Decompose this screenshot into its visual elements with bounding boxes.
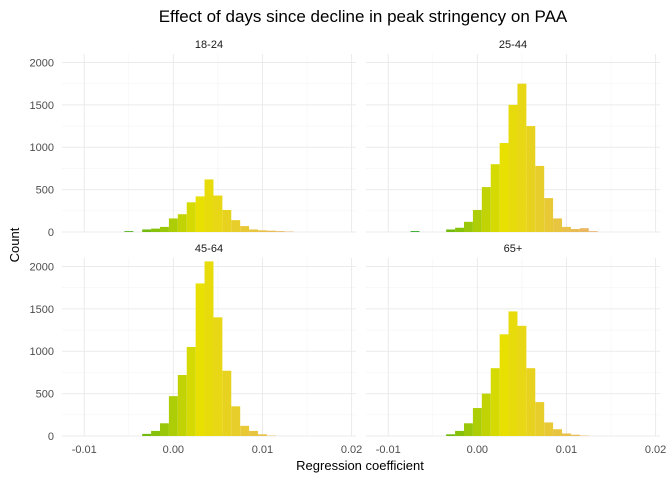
histogram-bar: [231, 220, 241, 232]
x-tick-label: 0.01: [556, 444, 577, 456]
x-tick-label: 0.02: [645, 444, 666, 456]
x-tick-label: 0.00: [163, 444, 184, 456]
histogram-bar: [517, 325, 527, 436]
histogram-bar: [168, 396, 178, 436]
histogram-bar: [186, 347, 196, 436]
histogram-bar: [186, 202, 196, 232]
facet-strip-label: 65+: [504, 243, 523, 255]
histogram-bar: [455, 430, 464, 436]
histogram-bar: [168, 218, 178, 232]
facet-strip-label: 25-44: [499, 39, 527, 51]
histogram-bar: [213, 317, 223, 436]
histogram-bar: [151, 228, 160, 232]
histogram-bar: [508, 311, 518, 436]
x-axis-title: Regression coefficient: [296, 458, 424, 473]
histogram-bar: [481, 187, 491, 232]
facet-strip-label: 18-24: [195, 39, 223, 51]
facet-strip-label: 45-64: [195, 243, 223, 255]
facets-group: 18-24050010001500200025-4445-64050010001…: [30, 39, 667, 456]
histogram-bar: [562, 226, 571, 232]
histogram-bar: [553, 429, 562, 436]
histogram-bar: [142, 229, 152, 232]
y-tick-label: 2000: [30, 57, 54, 69]
histogram-bar: [570, 229, 580, 232]
histogram-bar: [535, 402, 545, 436]
histogram-bar: [481, 393, 491, 436]
histogram-bar: [464, 423, 473, 436]
histogram-bar: [535, 165, 545, 232]
histogram-bar: [499, 334, 509, 436]
histogram-bar: [124, 231, 134, 232]
histogram-bar: [455, 227, 464, 232]
y-tick-label: 0: [48, 227, 54, 239]
histogram-bar: [275, 231, 285, 232]
y-tick-label: 1000: [30, 346, 54, 358]
histogram-bar: [526, 368, 536, 436]
y-tick-label: 1500: [30, 100, 54, 112]
histogram-bar: [446, 229, 456, 232]
facet-panel-45-64: 45-64 0 500 1000 1500 2000 -0.01 0.00 0.01 0.02: [30, 243, 363, 456]
x-tick-label: 0.01: [252, 444, 273, 456]
histogram-bar: [177, 214, 187, 232]
histogram-bar: [249, 229, 258, 232]
histogram-bar: [472, 408, 482, 436]
histogram-bar: [490, 368, 500, 436]
x-tick-label: 0.00: [467, 444, 488, 456]
histogram-bar: [570, 434, 580, 436]
facet-panel-18-24: 18-24 0 500 1000 1500 2000: [30, 39, 356, 239]
histogram-bar: [231, 406, 241, 436]
facet-panel-25-44: 25-44: [366, 39, 660, 233]
y-axis-title: Count: [7, 227, 22, 262]
histogram-bar: [446, 434, 456, 436]
x-tick-label: -0.01: [72, 444, 97, 456]
histogram-bar: [240, 425, 250, 436]
histogram-bar: [160, 423, 169, 436]
histogram-bar: [266, 230, 276, 232]
histogram-bar: [195, 283, 205, 436]
histogram-bar: [499, 143, 509, 232]
histogram-bar: [544, 422, 554, 436]
x-tick-label: -0.01: [376, 444, 401, 456]
histogram-bar: [464, 221, 473, 232]
histogram-bar: [508, 104, 518, 232]
histogram-bar: [562, 433, 571, 436]
histogram-bar: [490, 164, 500, 232]
histogram-bar: [517, 83, 527, 232]
y-tick-label: 1000: [30, 142, 54, 154]
histogram-bar: [544, 198, 554, 232]
histogram-bar: [553, 218, 562, 232]
histogram-bar: [177, 374, 187, 436]
y-tick-label: 500: [36, 389, 54, 401]
histogram-bar: [410, 231, 420, 232]
histogram-bar: [195, 196, 205, 232]
histogram-bar: [151, 430, 160, 436]
x-tick-label: 0.02: [341, 444, 362, 456]
chart-title: Effect of days since decline in peak str…: [159, 7, 568, 26]
histogram-bar: [240, 226, 250, 232]
y-tick-label: 1500: [30, 304, 54, 316]
histogram-bar: [204, 261, 214, 436]
histogram-bar: [213, 195, 223, 232]
histogram-bar: [472, 209, 482, 232]
histogram-bar: [160, 226, 169, 232]
histogram-bar: [258, 434, 267, 436]
y-tick-label: 0: [48, 431, 54, 443]
histogram-bar: [204, 179, 214, 232]
y-tick-label: 2000: [30, 261, 54, 273]
histogram-bar: [249, 430, 258, 436]
histogram-bar: [142, 433, 152, 436]
histogram-bar: [526, 126, 536, 232]
y-tick-label: 500: [36, 185, 54, 197]
histogram-bar: [222, 209, 232, 232]
histogram-bar: [222, 370, 232, 436]
histogram-bar: [579, 228, 589, 232]
histogram-bar: [588, 231, 598, 232]
histogram-bar: [258, 230, 267, 232]
facet-panel-65+: 65+ -0.01 0.00 0.01 0.02: [366, 243, 666, 456]
